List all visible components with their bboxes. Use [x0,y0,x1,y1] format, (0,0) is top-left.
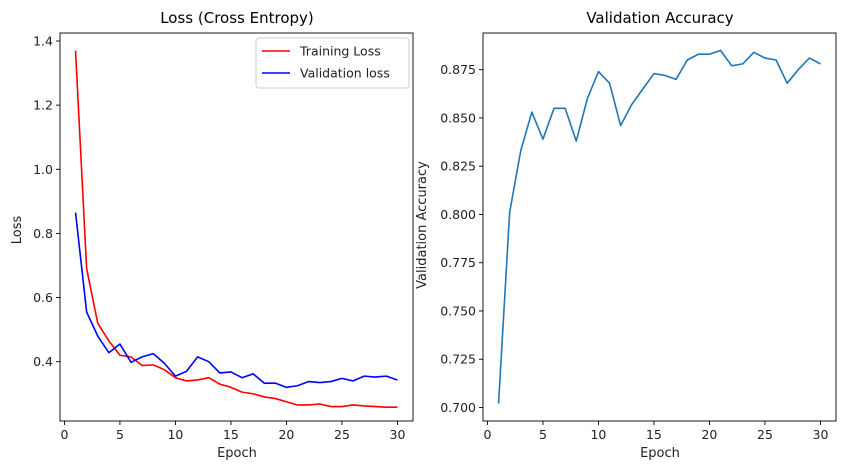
accuracy-axes-frame [482,32,837,422]
accuracy-x-tick-label: 0 [483,427,491,442]
loss-x-tick-label: 30 [390,427,406,442]
loss-y-tick-label: 0.6 [33,290,53,305]
accuracy-chart-ylabel: Validation Accuracy [415,161,430,289]
loss-x-tick-label: 10 [167,427,183,442]
loss-x-tick-label: 20 [278,427,294,442]
accuracy-x-tick-label: 15 [646,427,662,442]
accuracy-chart-title: Validation Accuracy [586,9,733,27]
loss-legend: Training Loss Validation loss [255,37,410,89]
accuracy-plot-area: 0 5 10 15 20 25 30 0.700 0.725 0.750 0.775 0.800 0.8… [440,32,837,442]
loss-legend-box [255,37,410,89]
loss-chart: Loss (Cross Entropy) Epoch Loss 0 5 10 15 20… [10,9,414,461]
accuracy-x-tick-label: 20 [701,427,717,442]
accuracy-x-tick-label: 10 [590,427,606,442]
accuracy-x-tick-label: 5 [539,427,547,442]
accuracy-chart: Validation Accuracy Epoch Validation Acc… [415,9,837,461]
loss-y-tick-label: 1.0 [33,162,53,177]
accuracy-x-tick-label: 30 [813,427,829,442]
accuracy-y-tick-label: 0.825 [440,159,476,174]
accuracy-chart-xlabel: Epoch [640,446,680,461]
accuracy-y-tick-label: 0.700 [440,400,476,415]
loss-y-tick-label: 0.8 [33,226,53,241]
loss-x-tick-label: 15 [223,427,239,442]
accuracy-series-line-0 [497,49,821,404]
loss-series-line-validation-loss [74,212,398,389]
loss-x-tick-label: 25 [334,427,350,442]
accuracy-y-tick-label: 0.725 [440,352,476,367]
accuracy-y-tick-label: 0.775 [440,255,476,270]
loss-chart-xlabel: Epoch [217,446,257,461]
accuracy-x-tick-label: 25 [757,427,773,442]
accuracy-y-tick-label: 0.800 [440,207,476,222]
loss-x-tick-label: 5 [116,427,124,442]
loss-legend-label: Validation loss [300,66,390,81]
loss-legend-label: Training Loss [299,44,381,59]
loss-series-line-training-loss [74,50,398,409]
accuracy-y-tick-label: 0.750 [440,303,476,318]
loss-y-tick-label: 1.2 [33,98,53,113]
loss-y-tick-label: 1.4 [33,34,53,49]
loss-axes-frame [59,32,414,422]
accuracy-y-tick-label: 0.850 [440,110,476,125]
loss-y-tick-label: 0.4 [33,354,53,369]
loss-plot-area: 0 5 10 15 20 25 30 0.4 0.6 0.8 1.0 1.2 1.4 Training L… [33,32,414,442]
loss-chart-ylabel: Loss [10,216,25,245]
loss-x-tick-label: 0 [60,427,68,442]
loss-chart-title: Loss (Cross Entropy) [160,9,314,27]
accuracy-y-tick-label: 0.875 [440,62,476,77]
